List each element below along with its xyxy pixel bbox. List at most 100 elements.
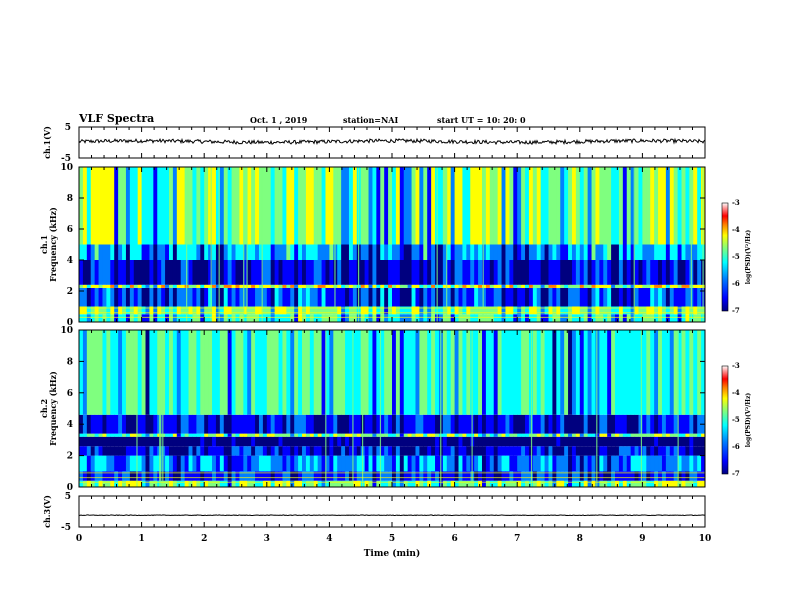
spectrogram-cell <box>82 471 88 481</box>
spectrogram-cell <box>403 287 409 307</box>
spectrogram-cell <box>180 314 186 322</box>
spectrogram-cell <box>544 314 549 322</box>
spectrogram-cell <box>395 260 401 285</box>
colorbar-tick-label: -6 <box>732 279 740 288</box>
spectrogram-cell <box>102 436 107 447</box>
colorbar-tick-label: -3 <box>732 361 740 370</box>
spectrogram-cell <box>368 330 373 415</box>
spectrogram-cell <box>677 306 683 315</box>
spectrogram-cell <box>231 436 236 447</box>
spectrogram-cell <box>294 455 299 472</box>
spectrogram-cell <box>685 330 690 415</box>
spectrogram-cell <box>329 414 334 434</box>
spectrogram-cell <box>345 471 350 481</box>
spectrogram-cell <box>227 306 233 315</box>
spectrogram-cell <box>321 471 326 481</box>
spectrogram-cell <box>544 436 549 447</box>
spectrogram-cell <box>243 314 248 322</box>
spectrogram-cell <box>501 330 506 415</box>
spectrogram-cell <box>665 244 671 260</box>
spectrogram-cell <box>481 414 487 434</box>
spectrogram-cell <box>106 284 111 288</box>
spectrogram-cell <box>634 414 639 434</box>
colorbar-tick-label: -7 <box>732 469 740 478</box>
spectrogram-cell <box>86 284 92 288</box>
spectrogram-cell <box>650 244 655 260</box>
spectrogram-cell <box>118 284 123 288</box>
spectrogram-cell <box>110 436 115 447</box>
spectrogram-cell <box>145 167 150 245</box>
spectrogram-cell <box>341 455 346 472</box>
spectrogram-cell <box>525 433 530 437</box>
spectrogram-cell <box>587 260 593 285</box>
spectrogram-cell <box>290 455 295 472</box>
spectrogram-cell <box>564 260 569 285</box>
spectrogram-cell <box>258 455 264 472</box>
spectrogram-cell <box>106 455 111 472</box>
spectrogram-cell <box>665 455 671 472</box>
spectrogram-cell <box>110 414 115 434</box>
spectrogram-cell <box>579 287 585 307</box>
spectrogram-cell <box>431 167 436 245</box>
spectrogram-cell <box>525 330 530 415</box>
spectrogram-cell <box>356 471 362 481</box>
spectrogram-cell <box>470 284 475 288</box>
spectrogram-cell <box>82 455 88 472</box>
spectrogram-cell <box>431 314 436 322</box>
spectrogram-cell <box>153 244 158 260</box>
spectrogram-cell <box>693 260 698 285</box>
spectrogram-cell <box>141 480 147 487</box>
spectrogram-cell <box>352 471 358 481</box>
spectrogram-cell <box>575 167 581 245</box>
spectrogram-cell <box>431 260 436 285</box>
spectrogram-cell <box>673 480 679 487</box>
spectrogram-cell <box>141 314 147 322</box>
spectrogram-cell <box>493 455 499 472</box>
spectrogram-cell <box>192 306 197 315</box>
spectrogram-cell <box>192 433 197 437</box>
spectrogram-cell <box>376 244 381 260</box>
spectrogram-cell <box>180 284 186 288</box>
spectrogram-cell <box>501 306 506 315</box>
spectrogram-cell <box>317 260 323 285</box>
spectrogram-cell <box>513 314 518 322</box>
spectrogram-cell <box>634 446 639 456</box>
spectrogram-cell <box>669 455 675 472</box>
spectrogram-cell <box>474 244 479 260</box>
spectrogram-cell <box>497 287 503 307</box>
spectrogram-cell <box>372 306 377 315</box>
spectrogram-cell <box>348 436 354 447</box>
spectrogram-cell <box>462 167 467 245</box>
spectrogram-cell <box>442 306 448 315</box>
spectrogram-cell <box>489 167 495 245</box>
spectrogram-cell <box>622 433 628 437</box>
spectrogram-cell <box>587 330 593 415</box>
spectrogram-cell <box>227 446 233 456</box>
spectrogram-cell <box>129 284 135 288</box>
spectrogram-cell <box>399 471 405 481</box>
spectrogram-cell <box>380 330 385 415</box>
spectrogram-cell <box>661 167 667 245</box>
spectrogram-cell <box>352 314 358 322</box>
spectrogram-cell <box>392 284 397 288</box>
spectrogram-cell <box>552 260 557 285</box>
spectrogram-cell <box>407 455 413 472</box>
spectrogram-cell <box>646 436 651 447</box>
spectrogram-cell <box>345 284 350 288</box>
spectrogram-cell <box>474 414 479 434</box>
spectrogram-cell <box>415 244 420 260</box>
spectrogram-cell <box>669 314 675 322</box>
spectrogram-cell <box>501 446 506 456</box>
spectrogram-cell <box>247 244 252 260</box>
spectrogram-cell <box>552 433 557 437</box>
spectrogram-cell <box>204 167 209 245</box>
spectrogram-cell <box>153 455 158 472</box>
spectrogram-cell <box>302 314 307 322</box>
y-axis-label-channel: ch.1 <box>39 235 49 254</box>
spectrogram-cell <box>658 455 663 472</box>
spectrogram-cell <box>622 455 628 472</box>
spectrogram-cell <box>525 455 530 472</box>
spectrogram-cell <box>669 284 675 288</box>
spectrogram-cell <box>168 306 174 315</box>
spectrogram-cell <box>258 260 264 285</box>
